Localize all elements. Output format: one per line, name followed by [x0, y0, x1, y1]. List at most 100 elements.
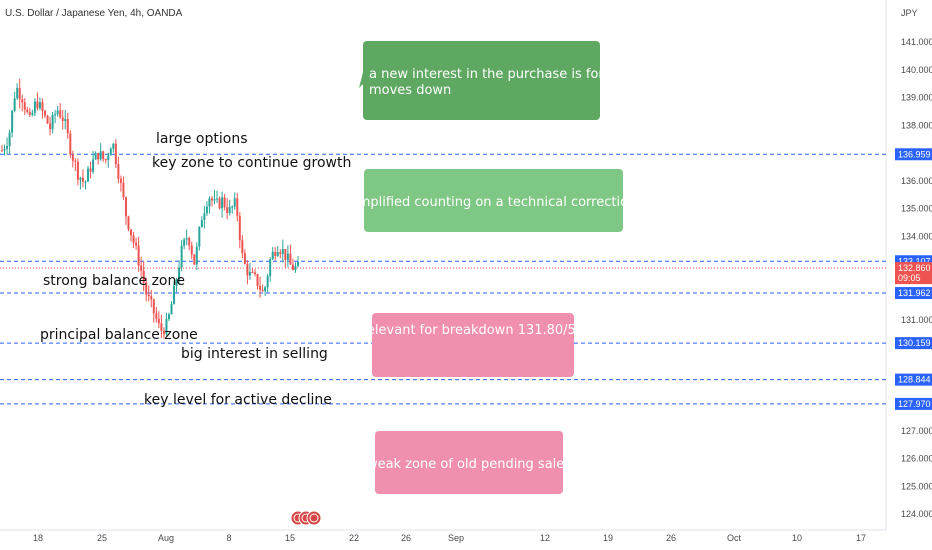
x-tick-label: 12: [540, 533, 550, 543]
candle-body: [33, 101, 36, 113]
candle-body: [253, 272, 256, 275]
candle-body: [46, 115, 49, 124]
x-tick-label: 26: [401, 533, 411, 543]
price-tag: [895, 397, 932, 410]
candle-body: [157, 318, 160, 324]
candle-body: [99, 151, 102, 160]
y-tick-label: 125.000: [901, 481, 932, 491]
candle-body: [97, 153, 100, 160]
us-flag-icon[interactable]: [306, 510, 322, 526]
candle-body: [36, 101, 39, 109]
candle-body: [284, 249, 287, 260]
candle-body: [152, 299, 155, 314]
candle-body: [208, 198, 211, 207]
candle-body: [38, 102, 41, 109]
candle-body: [109, 148, 112, 156]
candle-body: [49, 123, 52, 130]
currency-label: JPY: [901, 8, 918, 18]
note-text-line: moves down: [369, 83, 451, 98]
candle-body: [193, 254, 196, 265]
price-tag: [895, 373, 932, 386]
candle-body: [203, 213, 206, 221]
candle-body: [246, 263, 249, 276]
annotations: large options key zone to continue growt…: [40, 131, 351, 408]
candle-body: [160, 323, 163, 331]
y-tick-label: 127.000: [901, 426, 932, 436]
annotation-strong-balance: strong balance zone: [43, 273, 185, 289]
candle-body: [41, 102, 44, 112]
candle-body: [276, 252, 279, 256]
candle-body: [61, 117, 64, 122]
note-text-line: weak zone of old pending sales: [367, 457, 571, 472]
x-tick-label: 8: [226, 533, 231, 543]
note-box-purchase-interest[interactable]: a new interest in the purchase is formed…: [359, 41, 632, 120]
price-axis[interactable]: JPY 124.000125.000126.000127.000131.0001…: [0, 0, 932, 531]
candle-body: [228, 206, 231, 213]
candle-body: [238, 215, 241, 241]
candle-body: [66, 119, 69, 134]
candle-body: [8, 132, 11, 147]
last-price-tag: [895, 262, 932, 285]
candle-body: [155, 313, 158, 319]
price-tag-label: 127.970: [898, 399, 931, 409]
candle-body: [124, 197, 127, 217]
candle-body: [132, 235, 135, 243]
y-tick-label: 124.000: [901, 509, 932, 519]
x-tick-label: 25: [97, 533, 107, 543]
price-tag: [895, 337, 932, 350]
x-tick-label: Oct: [727, 533, 742, 543]
candle-body: [117, 164, 120, 179]
candle-body: [102, 151, 105, 160]
candle-body: [6, 146, 9, 149]
economic-event-icons[interactable]: [290, 510, 322, 526]
candle-body: [76, 161, 79, 180]
candle-body: [59, 110, 62, 118]
bar-countdown: 09:05: [898, 273, 921, 283]
candle-body: [135, 242, 138, 246]
candle-body: [289, 253, 292, 265]
price-tag-label: 130.159: [898, 338, 931, 348]
last-price-label: 132.860: [898, 263, 931, 273]
candle-body: [21, 99, 24, 103]
y-tick-label: 140.000: [901, 65, 932, 75]
time-axis[interactable]: 18 25 Aug 8 15 22 26 Sep 12 19 26 Oct 10 17: [33, 533, 866, 543]
candle-body: [200, 220, 203, 228]
candle-body: [79, 177, 82, 180]
price-tag: [895, 287, 932, 300]
candle-body: [84, 181, 87, 183]
candle-body: [188, 238, 191, 246]
candle-body: [173, 285, 176, 305]
candle-body: [28, 112, 31, 115]
candle-body: [183, 239, 186, 246]
candle-body: [51, 115, 54, 130]
candle-body: [205, 206, 208, 214]
candle-body: [269, 259, 272, 277]
price-tags: 136.959 133.107 131.962 130.159 128.844 127.9…: [895, 148, 932, 410]
candle-body: [216, 198, 219, 200]
candle-body: [56, 110, 59, 115]
note-box-technical-correction[interactable]: amplified counting on a technical correc…: [350, 169, 637, 232]
y-tick-label: 139.000: [901, 93, 932, 103]
y-tick-label: 131.000: [901, 315, 932, 325]
candle-body: [213, 199, 216, 201]
annotation-key-zone-growth: key zone to continue growth: [152, 155, 351, 171]
y-tick-label: 136.000: [901, 176, 932, 186]
annotation-principal-balance: principal balance zone: [40, 327, 198, 343]
candle-body: [89, 168, 92, 172]
candle-body: [248, 271, 251, 276]
note-box-old-pending-sales[interactable]: weak zone of old pending sales: [367, 431, 571, 494]
x-tick-label: 22: [349, 533, 359, 543]
price-tag-label: 133.107: [898, 256, 931, 266]
note-box-breakdown[interactable]: relevant for breakdown 131.80/50: [362, 313, 584, 377]
x-tick-label: 17: [856, 533, 866, 543]
candle-body: [150, 296, 153, 300]
candle-body: [286, 253, 289, 260]
note-boxes[interactable]: a new interest in the purchase is formed…: [350, 41, 637, 494]
candle-body: [251, 271, 254, 273]
candle-body: [74, 160, 77, 162]
candle-body: [94, 153, 97, 160]
candle-body: [92, 159, 95, 172]
symbol-title: U.S. Dollar / Japanese Yen, 4h, OANDA: [5, 8, 183, 19]
candle-body: [18, 87, 21, 100]
